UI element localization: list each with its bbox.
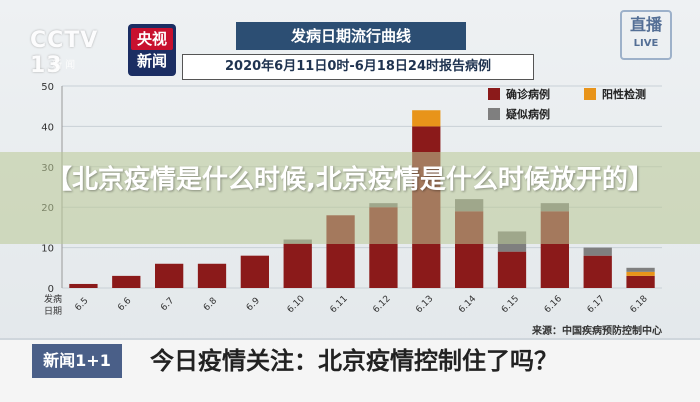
bar-6.5-0 bbox=[69, 283, 98, 288]
x-tick-label: 6.9 bbox=[245, 296, 262, 313]
ticker-text: 今日疫情关注：北京疫情控制住了吗？ bbox=[150, 347, 558, 375]
legend-label-0: 确诊病例 bbox=[506, 87, 550, 101]
legend-swatch-1 bbox=[584, 88, 596, 100]
bar-6.18-2 bbox=[626, 267, 655, 272]
x-tick-label: 6.8 bbox=[202, 296, 219, 313]
x-tick-label: 6.11 bbox=[329, 294, 350, 315]
x-tick-label: 6.6 bbox=[116, 296, 133, 313]
x-axis-label-line2: 日期 bbox=[44, 306, 62, 317]
y-tick-label: 40 bbox=[41, 122, 54, 133]
x-tick-label: 6.18 bbox=[629, 294, 650, 315]
legend-label-2: 疑似病例 bbox=[506, 107, 550, 121]
bar-6.10-0 bbox=[283, 243, 312, 288]
bar-6.9-0 bbox=[240, 255, 269, 288]
bar-6.17-0 bbox=[583, 255, 612, 288]
cctv-logo-sub: 新 闻 bbox=[52, 60, 76, 71]
legend-label-1: 阳性检测 bbox=[602, 87, 646, 101]
x-tick-label: 6.17 bbox=[586, 294, 607, 315]
y-tick-label: 50 bbox=[41, 82, 54, 93]
bar-6.8-0 bbox=[197, 263, 227, 288]
title-banner bbox=[0, 152, 700, 244]
x-tick-label: 6.10 bbox=[286, 294, 307, 315]
bar-6.15-0 bbox=[497, 251, 527, 288]
banner-title: 【北京疫情是什么时候,北京疫情是什么时候放开的】 bbox=[46, 165, 654, 195]
x-tick-label: 6.15 bbox=[500, 294, 521, 315]
x-tick-label: 6.12 bbox=[371, 294, 392, 315]
x-tick-label: 6.13 bbox=[414, 294, 435, 315]
ticker-logo: 新闻1+1 bbox=[32, 344, 122, 378]
bar-6.17-2 bbox=[583, 247, 612, 256]
x-axis-label-line1: 发病 bbox=[44, 293, 62, 305]
bar-6.7-0 bbox=[155, 263, 184, 288]
bar-6.6-0 bbox=[112, 275, 141, 288]
live-badge: 直播 LIVE bbox=[620, 10, 672, 60]
x-tick-labels: 6.5 6.6 6.7 6.8 6.9 6.10 6.11 6.12 6.13 6.14 6.15 6… bbox=[73, 294, 650, 315]
yangshi-news-logo: 央视 新闻 bbox=[128, 24, 176, 76]
yangshi-logo-bottom: 新闻 bbox=[136, 52, 167, 70]
y-tick-label: 0 bbox=[48, 284, 54, 295]
bar-6.18-0 bbox=[626, 275, 655, 288]
cctv-logo: CCTV 13 bbox=[30, 28, 99, 78]
x-tick-label: 6.7 bbox=[159, 296, 176, 313]
y-tick-label: 10 bbox=[41, 244, 54, 255]
chart-source: 来源：中国疾病预防控制中心 bbox=[531, 324, 662, 337]
live-badge-top: 直播 bbox=[629, 15, 662, 34]
x-tick-label: 6.14 bbox=[457, 294, 478, 315]
bar-6.18-1 bbox=[626, 271, 655, 276]
yangshi-logo-top: 央视 bbox=[131, 28, 173, 50]
live-badge-bottom: LIVE bbox=[633, 38, 659, 49]
x-tick-label: 6.16 bbox=[543, 294, 564, 315]
legend-swatch-2 bbox=[488, 108, 500, 120]
chart-subtitle: 2020年6月11日0时-6月18日24时报告病例 bbox=[182, 54, 534, 80]
legend-swatch-0 bbox=[488, 88, 500, 100]
bar-6.13-1 bbox=[412, 110, 441, 127]
x-tick-label: 6.5 bbox=[73, 296, 90, 313]
chart-title: 发病日期流行曲线 bbox=[236, 22, 466, 50]
